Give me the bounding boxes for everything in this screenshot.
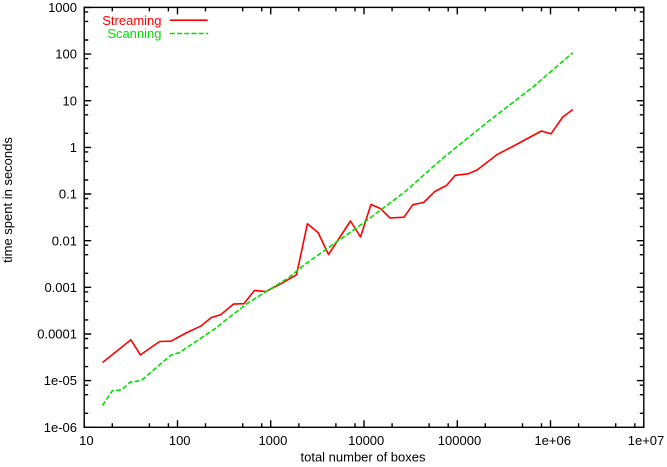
svg-text:1e-05: 1e-05: [44, 373, 77, 388]
svg-text:time spent in seconds: time spent in seconds: [0, 137, 15, 263]
svg-text:1: 1: [70, 140, 77, 155]
svg-text:0.1: 0.1: [59, 187, 77, 202]
svg-text:100: 100: [169, 433, 191, 448]
svg-text:0.01: 0.01: [52, 233, 77, 248]
svg-text:0.001: 0.001: [44, 280, 77, 295]
svg-text:1000: 1000: [258, 433, 287, 448]
svg-text:Streaming: Streaming: [102, 13, 161, 28]
svg-text:1e-06: 1e-06: [44, 420, 77, 435]
svg-text:10000: 10000: [348, 433, 384, 448]
svg-text:100000: 100000: [438, 433, 481, 448]
svg-text:Scanning: Scanning: [107, 26, 161, 41]
svg-text:1000: 1000: [48, 0, 77, 15]
svg-text:1e+06: 1e+06: [534, 433, 571, 448]
svg-text:1e+07: 1e+07: [628, 433, 665, 448]
svg-text:10: 10: [79, 433, 93, 448]
svg-text:10: 10: [63, 93, 77, 108]
svg-text:100: 100: [55, 47, 77, 62]
svg-text:0.0001: 0.0001: [37, 327, 77, 342]
svg-text:total number of boxes: total number of boxes: [300, 450, 426, 465]
